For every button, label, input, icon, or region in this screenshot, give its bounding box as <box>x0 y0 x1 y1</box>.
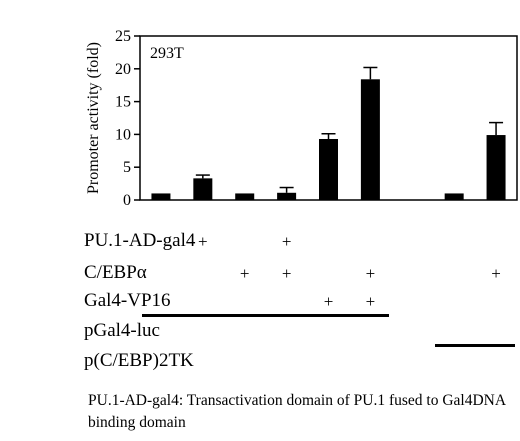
y-axis-label: Promoter activity (fold) <box>85 42 102 194</box>
y-tick-label: 25 <box>115 28 131 45</box>
bar <box>151 193 171 200</box>
chart-bars <box>151 79 506 200</box>
y-tick-label: 15 <box>115 94 131 111</box>
condition-label: p(C/EBP)2TK <box>84 350 194 371</box>
y-tick-label: 10 <box>115 126 131 143</box>
bar-chart: 0 5 10 15 20 25 293T Promoter activity (fold) <box>85 28 518 209</box>
reporter-span-line <box>435 344 515 347</box>
condition-label: C/EBPα <box>84 262 147 283</box>
plus-mark: + <box>198 232 208 251</box>
plus-mark: + <box>365 292 376 311</box>
condition-label: PU.1-AD-gal4 <box>84 230 196 251</box>
reporter-span-line <box>142 314 390 317</box>
bar <box>235 193 255 200</box>
condition-label: pGal4-luc <box>84 320 160 341</box>
plus-mark: + <box>323 292 334 311</box>
bar <box>360 79 380 200</box>
condition-label: Gal4-VP16 <box>84 290 171 311</box>
chart-error-bars <box>195 66 504 193</box>
y-tick-label: 0 <box>123 192 131 209</box>
bar <box>444 193 464 200</box>
bar <box>277 192 297 200</box>
figure-caption: PU.1-AD-gal4: Transactivation domain of … <box>88 392 506 431</box>
cell-line-label: 293T <box>150 45 184 62</box>
y-tick-label: 5 <box>123 159 131 176</box>
y-tick-label: 20 <box>115 61 131 78</box>
plus-mark: + <box>239 264 250 283</box>
bar <box>193 178 213 200</box>
plus-mark: + <box>281 232 292 251</box>
plus-mark: + <box>365 264 376 283</box>
plus-mark: + <box>491 264 501 283</box>
bar <box>319 138 338 200</box>
plus-mark: + <box>281 264 292 283</box>
bar <box>486 135 506 200</box>
